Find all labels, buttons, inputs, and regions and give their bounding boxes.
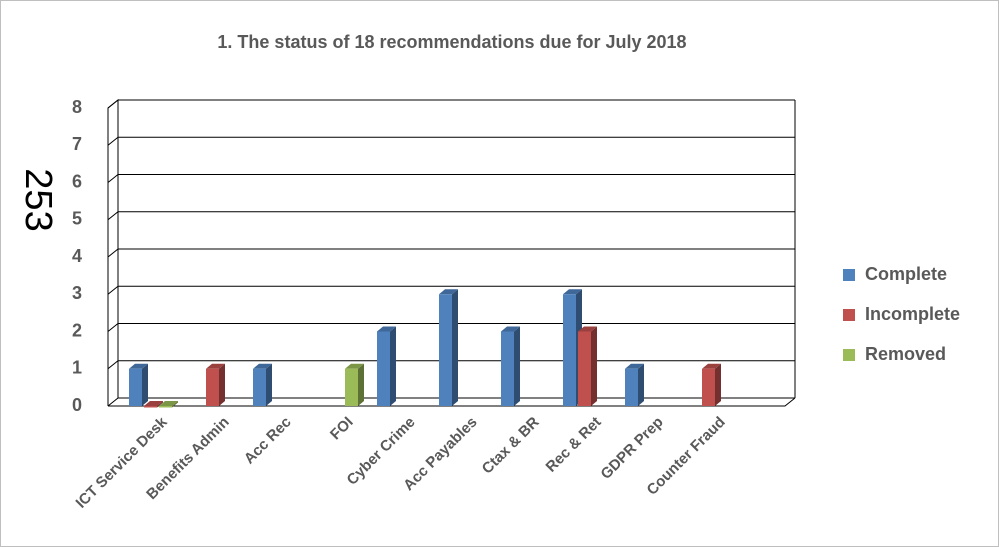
bar-side xyxy=(514,326,520,406)
bar-top xyxy=(345,363,364,369)
chart-title: 1. The status of 18 recommendations due … xyxy=(217,32,686,52)
bar xyxy=(206,368,219,406)
bar-group xyxy=(144,401,163,408)
grid-line xyxy=(107,136,795,146)
legend-label: Complete xyxy=(865,264,947,284)
bar xyxy=(501,331,514,406)
y-tick-label: 1 xyxy=(72,358,82,378)
bar-top xyxy=(625,363,644,369)
bar-top xyxy=(206,363,225,369)
bar-group xyxy=(206,363,225,406)
bar-top xyxy=(439,289,458,295)
y-tick-label: 6 xyxy=(72,171,82,191)
y-tick-label: 0 xyxy=(72,395,82,415)
y-tick-label: 8 xyxy=(72,97,82,117)
y-tick-label: 4 xyxy=(72,246,82,266)
grid-line xyxy=(107,174,795,183)
bar-group xyxy=(345,363,364,406)
bar xyxy=(144,406,157,408)
bar xyxy=(253,368,266,406)
bar xyxy=(439,294,452,406)
bar-top xyxy=(578,326,597,332)
y-tick-label: 2 xyxy=(72,320,82,340)
grid-line xyxy=(107,99,795,109)
bar-group xyxy=(702,363,721,406)
bar-top xyxy=(702,363,721,369)
legend-label: Incomplete xyxy=(865,304,960,324)
legend-swatch xyxy=(843,349,855,361)
floor xyxy=(108,397,796,407)
bar-group xyxy=(625,363,644,406)
grid-line xyxy=(107,248,795,258)
bar-top xyxy=(159,401,178,406)
bar-side xyxy=(157,401,163,408)
bar-group xyxy=(159,401,178,408)
bar-top xyxy=(501,326,520,332)
bar-side xyxy=(142,363,148,406)
bar xyxy=(702,368,715,406)
bar-side xyxy=(266,363,272,406)
bar-group xyxy=(501,326,520,406)
bar-side xyxy=(358,363,364,406)
bar-group xyxy=(253,363,272,406)
bar-side xyxy=(172,401,178,408)
bar-group xyxy=(377,326,396,406)
bar xyxy=(129,368,142,406)
bar xyxy=(563,294,576,406)
bar-top xyxy=(563,289,582,295)
bar-side xyxy=(591,326,597,406)
annotation: 253 xyxy=(17,168,59,231)
bar xyxy=(159,406,172,408)
bar-top xyxy=(144,401,163,406)
legend-swatch xyxy=(843,269,855,281)
legend-swatch xyxy=(843,309,855,321)
bar xyxy=(377,331,390,406)
bar-side xyxy=(715,363,721,406)
bar-top xyxy=(129,363,148,369)
bar xyxy=(625,368,638,406)
bar-side xyxy=(452,289,458,406)
bar-top xyxy=(253,363,272,369)
bar-side xyxy=(390,326,396,406)
bar-group xyxy=(439,289,458,406)
bar-group xyxy=(578,326,597,406)
bar-side xyxy=(219,363,225,406)
bar-top xyxy=(377,326,396,332)
grid-line xyxy=(107,211,795,221)
y-tick-label: 3 xyxy=(72,283,82,303)
y-tick-label: 5 xyxy=(72,209,82,229)
y-tick-label: 7 xyxy=(72,134,82,154)
grid-line xyxy=(107,285,795,295)
bar-group xyxy=(129,363,148,406)
bar xyxy=(578,331,591,406)
legend-label: Removed xyxy=(865,344,946,364)
bar xyxy=(345,368,358,406)
bar-side xyxy=(638,363,644,406)
